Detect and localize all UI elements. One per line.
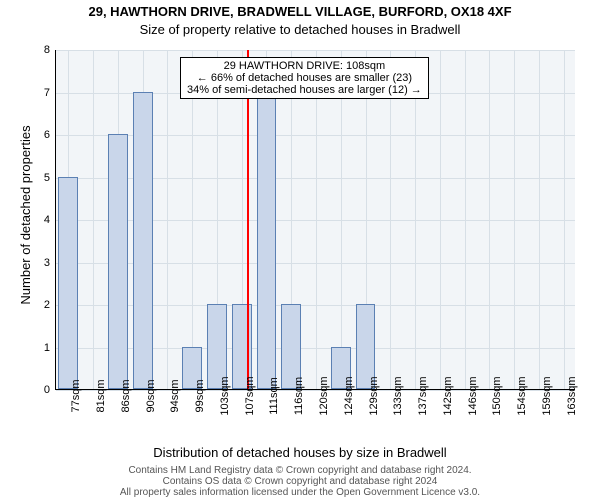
annotation-box: 29 HAWTHORN DRIVE: 108sqm ← 66% of detac…	[180, 57, 429, 99]
xtick-label: 111sqm	[268, 377, 280, 415]
xtick-label: 150sqm	[491, 376, 503, 415]
xtick-label: 124sqm	[343, 376, 355, 415]
gridline-v	[489, 50, 490, 389]
xtick-label: 120sqm	[318, 376, 330, 415]
gridline-v	[440, 50, 441, 389]
chart-container: 29, HAWTHORN DRIVE, BRADWELL VILLAGE, BU…	[0, 0, 600, 500]
chart-title: 29, HAWTHORN DRIVE, BRADWELL VILLAGE, BU…	[0, 4, 600, 19]
xtick-label: 99sqm	[194, 379, 206, 412]
gridline-v	[564, 50, 565, 389]
xtick-label: 103sqm	[219, 376, 231, 415]
gridline-v	[415, 50, 416, 389]
gridline-v	[341, 50, 342, 389]
gridline-v	[539, 50, 540, 389]
bar	[108, 134, 128, 389]
annotation-line1: 29 HAWTHORN DRIVE: 108sqm	[187, 60, 422, 72]
y-axis-label: Number of detached properties	[18, 115, 33, 315]
xtick-label: 129sqm	[368, 376, 380, 415]
reference-line	[247, 50, 249, 389]
xtick-label: 86sqm	[120, 379, 132, 412]
ytick-label: 1	[35, 342, 50, 354]
xtick-label: 159sqm	[541, 376, 553, 415]
ytick-label: 6	[35, 129, 50, 141]
ytick-label: 3	[35, 257, 50, 269]
footer-line1: Contains HM Land Registry data © Crown c…	[0, 465, 600, 476]
gridline-v	[390, 50, 391, 389]
footer-line2: Contains OS data © Crown copyright and d…	[0, 476, 600, 487]
xtick-label: 81sqm	[95, 379, 107, 412]
gridline-v	[192, 50, 193, 389]
ytick-label: 5	[35, 172, 50, 184]
gridline-v	[167, 50, 168, 389]
xtick-label: 77sqm	[70, 379, 82, 412]
xtick-label: 163sqm	[566, 376, 578, 415]
ytick-label: 7	[35, 87, 50, 99]
xtick-label: 90sqm	[145, 379, 157, 412]
ytick-label: 2	[35, 299, 50, 311]
bar	[133, 92, 153, 390]
bar	[58, 177, 78, 390]
xtick-label: 137sqm	[417, 376, 429, 415]
xtick-label: 154sqm	[516, 376, 528, 415]
xtick-label: 142sqm	[442, 376, 454, 415]
ytick-label: 4	[35, 214, 50, 226]
annotation-line3: 34% of semi-detached houses are larger (…	[187, 84, 422, 96]
gridline-v	[465, 50, 466, 389]
xtick-label: 94sqm	[169, 379, 181, 412]
xtick-label: 116sqm	[293, 377, 305, 415]
ytick-label: 8	[35, 44, 50, 56]
plot-area	[55, 50, 575, 390]
x-axis-label: Distribution of detached houses by size …	[0, 445, 600, 460]
xtick-label: 133sqm	[392, 376, 404, 415]
gridline-v	[316, 50, 317, 389]
footer: Contains HM Land Registry data © Crown c…	[0, 465, 600, 498]
annotation-line2: ← 66% of detached houses are smaller (23…	[187, 72, 422, 84]
gridline-v	[93, 50, 94, 389]
xtick-label: 107sqm	[244, 376, 256, 415]
ytick-label: 0	[35, 384, 50, 396]
xtick-label: 146sqm	[467, 376, 479, 415]
chart-subtitle: Size of property relative to detached ho…	[0, 22, 600, 37]
bar	[257, 92, 277, 390]
footer-line3: All property sales information licensed …	[0, 487, 600, 498]
gridline-v	[514, 50, 515, 389]
